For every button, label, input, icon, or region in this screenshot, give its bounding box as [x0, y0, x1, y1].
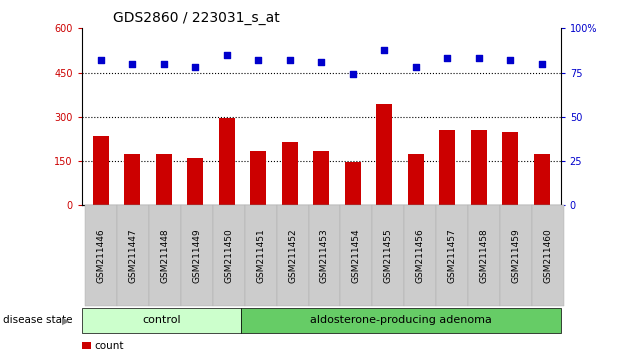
- Point: [285, 57, 295, 63]
- Text: GSM211449: GSM211449: [192, 228, 202, 283]
- Bar: [282, 142, 298, 205]
- Text: GSM211451: GSM211451: [256, 228, 265, 283]
- Point: [96, 57, 106, 63]
- Point: [222, 52, 232, 58]
- Bar: [408, 154, 424, 205]
- Bar: [314, 151, 329, 205]
- Bar: [345, 162, 361, 205]
- Bar: [251, 151, 266, 205]
- Bar: [503, 132, 518, 205]
- Bar: [188, 158, 203, 205]
- Text: GSM211446: GSM211446: [96, 228, 106, 283]
- Bar: [440, 130, 455, 205]
- Point: [505, 57, 515, 63]
- Bar: [125, 154, 140, 205]
- Text: GSM211454: GSM211454: [352, 228, 361, 283]
- Text: GSM211456: GSM211456: [416, 228, 425, 283]
- Point: [411, 64, 421, 70]
- Point: [379, 47, 389, 52]
- Text: GSM211452: GSM211452: [288, 228, 297, 283]
- Point: [537, 61, 547, 67]
- Text: GSM211447: GSM211447: [129, 228, 137, 283]
- Bar: [377, 104, 392, 205]
- Bar: [471, 130, 487, 205]
- Text: GSM211458: GSM211458: [479, 228, 489, 283]
- Bar: [156, 154, 171, 205]
- Text: GSM211455: GSM211455: [384, 228, 393, 283]
- Text: GSM211450: GSM211450: [224, 228, 233, 283]
- Text: GDS2860 / 223031_s_at: GDS2860 / 223031_s_at: [113, 11, 280, 25]
- Point: [127, 61, 137, 67]
- Bar: [534, 154, 549, 205]
- Point: [190, 64, 200, 70]
- Text: GSM211459: GSM211459: [512, 228, 520, 283]
- Text: ▶: ▶: [62, 315, 69, 325]
- Point: [442, 56, 452, 61]
- Point: [474, 56, 484, 61]
- Point: [159, 61, 169, 67]
- Text: GSM211453: GSM211453: [320, 228, 329, 283]
- Point: [348, 72, 358, 77]
- Point: [316, 59, 326, 65]
- Text: GSM211448: GSM211448: [161, 228, 169, 283]
- Bar: [219, 118, 234, 205]
- Bar: [93, 136, 109, 205]
- Text: control: control: [142, 315, 181, 325]
- Text: disease state: disease state: [3, 315, 72, 325]
- Point: [253, 57, 263, 63]
- Text: aldosterone-producing adenoma: aldosterone-producing adenoma: [310, 315, 492, 325]
- Text: count: count: [94, 341, 124, 350]
- Text: GSM211460: GSM211460: [544, 228, 553, 283]
- Text: GSM211457: GSM211457: [448, 228, 457, 283]
